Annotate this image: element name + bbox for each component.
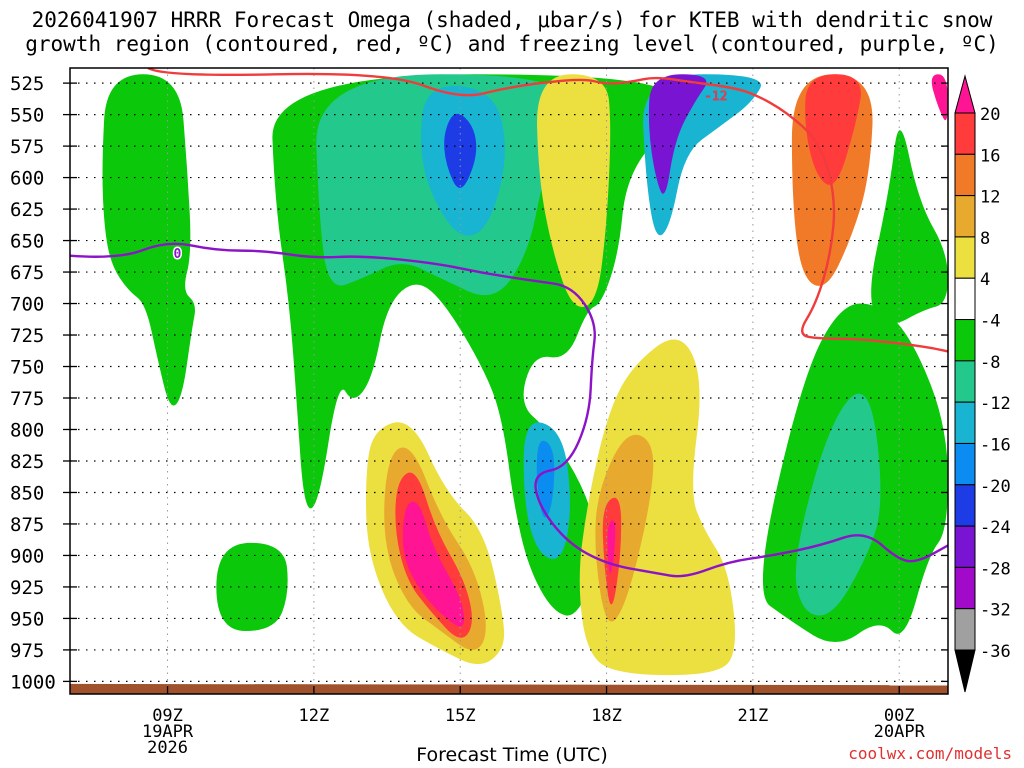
y-tick-label: 725 bbox=[10, 325, 44, 347]
colorbar: 20 16 12 8 4 -4 -8 -12 -16 -20 -24 -28 -32 -36 bbox=[954, 74, 1011, 693]
colorbar-label: -20 bbox=[980, 477, 1011, 497]
colorbar-bin bbox=[954, 525, 976, 568]
y-tick-label: 875 bbox=[10, 514, 44, 536]
colorbar-bin bbox=[954, 442, 976, 486]
omega-region-sinking-center-low-max bbox=[607, 520, 616, 574]
colorbar-label: 20 bbox=[980, 105, 1000, 125]
y-tick-label: 950 bbox=[10, 608, 44, 630]
omega-region-ascent-west-column bbox=[102, 74, 195, 406]
colorbar-bin bbox=[954, 360, 976, 403]
colorbar-label: -8 bbox=[980, 353, 1000, 373]
y-tick-label: 975 bbox=[10, 640, 44, 662]
colorbar-bin bbox=[954, 153, 976, 197]
y-tick-label: 575 bbox=[10, 136, 44, 158]
omega-fields bbox=[102, 74, 948, 676]
colorbar-bin bbox=[954, 112, 976, 155]
y-axis: 525 550 575 600 625 650 675 700 725 750 775 800 825 8… bbox=[10, 73, 948, 693]
colorbar-bin bbox=[954, 277, 976, 321]
omega-region-sinking-west-low-max bbox=[402, 501, 465, 627]
colorbar-label: -12 bbox=[980, 394, 1011, 414]
chart-title-line2: growth region (contoured, red, ºC) and f… bbox=[25, 32, 999, 56]
dendritic-growth-contour bbox=[147, 68, 948, 353]
y-tick-label: 525 bbox=[10, 73, 44, 95]
plot-frame bbox=[69, 67, 949, 695]
x-tick-label: 15Z bbox=[445, 706, 476, 726]
y-tick-label: 900 bbox=[10, 545, 44, 567]
colorbar-bin bbox=[954, 608, 976, 651]
x-tick-label: 00Z bbox=[884, 706, 915, 726]
x-tick-label: 12Z bbox=[299, 706, 330, 726]
omega-region-sinking-far-right bbox=[931, 74, 948, 121]
colorbar-label: 16 bbox=[980, 146, 1000, 166]
y-tick-label: 850 bbox=[10, 482, 44, 504]
colorbar-bin bbox=[954, 319, 976, 362]
y-tick-label: 600 bbox=[10, 168, 44, 190]
y-tick-label: 825 bbox=[10, 451, 44, 473]
colorbar-label: -32 bbox=[980, 601, 1011, 621]
omega-region-ascent-right-top-core bbox=[648, 74, 707, 194]
colorbar-label: -36 bbox=[980, 642, 1011, 662]
site-credit: coolwx.com/models bbox=[848, 744, 1012, 763]
colorbar-bin bbox=[954, 566, 976, 610]
y-tick-label: 925 bbox=[10, 577, 44, 599]
colorbar-cap-high bbox=[954, 74, 976, 114]
y-tick-label: 800 bbox=[10, 419, 44, 441]
x-axis-label: Forecast Time (UTC) bbox=[416, 744, 608, 766]
chart-title-line1: 2026041907 HRRR Forecast Omega (shaded, … bbox=[31, 8, 993, 32]
colorbar-label: 4 bbox=[980, 270, 990, 290]
y-tick-label: 700 bbox=[10, 294, 44, 316]
freezing-contour-label: 0 bbox=[174, 247, 182, 262]
colorbar-label: -16 bbox=[980, 435, 1011, 455]
colorbar-label: -24 bbox=[980, 518, 1011, 538]
x-tick-date: 20APR bbox=[874, 722, 926, 742]
x-tick-date: 19APR bbox=[142, 722, 194, 742]
colorbar-label: 12 bbox=[980, 188, 1000, 208]
colorbar-bin bbox=[954, 401, 976, 444]
y-tick-label: 775 bbox=[10, 388, 44, 410]
dendritic-contour-label: -12 bbox=[704, 89, 727, 104]
y-tick-label: 650 bbox=[10, 231, 44, 253]
omega-region-ascent-right-upper bbox=[871, 130, 948, 324]
colorbar-cap-low bbox=[954, 649, 976, 693]
y-tick-label: 750 bbox=[10, 357, 44, 379]
freezing-level-contour bbox=[70, 242, 948, 578]
grid-layer bbox=[70, 68, 948, 694]
chart-title: 2026041907 HRRR Forecast Omega (shaded, … bbox=[0, 8, 1024, 56]
contour-layer: 0 -12 bbox=[70, 68, 948, 578]
colorbar-label: -4 bbox=[980, 312, 1000, 332]
omega-region-sinking-right-top-core bbox=[805, 74, 861, 185]
x-tick-year: 2026 bbox=[147, 738, 188, 758]
omega-region-ascent-right-bottom-mid bbox=[795, 393, 881, 616]
y-tick-label: 1000 bbox=[10, 671, 56, 693]
omega-region-sinking-upper-column bbox=[537, 74, 611, 308]
colorbar-bin bbox=[954, 484, 976, 527]
y-tick-label: 675 bbox=[10, 262, 44, 284]
y-tick-label: 550 bbox=[10, 105, 44, 127]
colorbar-label: -28 bbox=[980, 559, 1011, 579]
omega-region-ascent-center-max bbox=[444, 113, 477, 188]
y-tick-label: 625 bbox=[10, 199, 44, 221]
x-tick-label: 09Z bbox=[152, 706, 183, 726]
omega-region-ascent-low-mid-core bbox=[536, 440, 555, 518]
colorbar-bin bbox=[954, 195, 976, 238]
omega-region-ascent-small-1 bbox=[216, 542, 288, 632]
x-tick-label: 21Z bbox=[738, 706, 769, 726]
x-tick-label: 18Z bbox=[591, 706, 622, 726]
terrain-layer bbox=[70, 683, 948, 694]
terrain-surface bbox=[70, 683, 948, 694]
colorbar-bin bbox=[954, 236, 976, 279]
colorbar-label: 8 bbox=[980, 229, 990, 249]
